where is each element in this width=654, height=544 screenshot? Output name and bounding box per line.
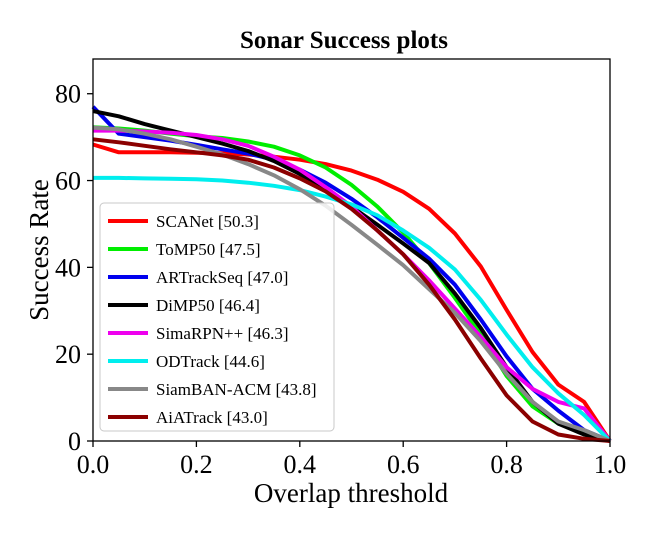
legend-label-3: DiMP50 [46.4] [156, 296, 260, 315]
legend-label-6: SiamBAN-ACM [43.8] [156, 380, 317, 399]
legend-box [99, 202, 335, 432]
chart-title: Sonar Success plots [240, 27, 448, 54]
y-tick-label: 0 [68, 427, 81, 456]
legend: SCANet [50.3] ToMP50 [47.5] ARTrackSeq [47… [99, 202, 335, 432]
legend-label-2: ARTrackSeq [47.0] [156, 268, 288, 287]
x-axis-label: Overlap threshold [254, 478, 449, 508]
y-tick-label: 20 [55, 340, 81, 369]
y-tick-label: 40 [55, 253, 81, 282]
legend-label-1: ToMP50 [47.5] [156, 240, 261, 259]
x-tick-label: 0.6 [387, 450, 420, 479]
x-tick-label: 0.4 [284, 450, 317, 479]
series-line-0 [92, 142, 612, 443]
series-layer [91, 105, 612, 443]
legend-label-5: ODTrack [44.6] [156, 352, 265, 371]
y-tick-label: 60 [55, 167, 81, 196]
series-line-7 [92, 137, 611, 443]
axis-ticks: 0.0 0.2 0.4 0.6 0.8 1.0 0 20 40 60 80 [55, 80, 626, 479]
x-tick-label: 0.0 [77, 450, 110, 479]
x-tick-label: 0.2 [180, 450, 213, 479]
legend-label-4: SimaRPN++ [46.3] [156, 324, 289, 343]
x-tick-label: 0.8 [490, 450, 523, 479]
legend-label-7: AiATrack [43.0] [156, 408, 268, 427]
plot-frame [92, 58, 611, 442]
y-tick-label: 80 [55, 80, 81, 109]
series-line-6 [92, 125, 611, 443]
x-tick-label: 1.0 [594, 450, 627, 479]
y-axis-label: Success Rate [24, 179, 54, 321]
series-line-5 [93, 175, 612, 443]
legend-label-0: SCANet [50.3] [156, 212, 259, 231]
